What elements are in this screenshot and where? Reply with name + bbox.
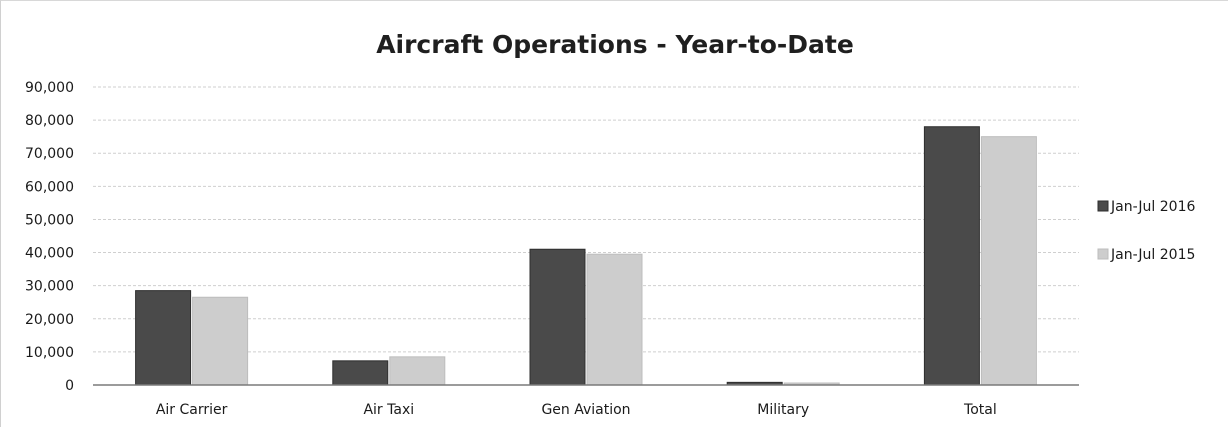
y-tick-label: 60,000 bbox=[25, 179, 74, 195]
x-category-label: Air Carrier bbox=[156, 402, 228, 418]
y-tick-label: 80,000 bbox=[25, 113, 74, 129]
legend-swatch bbox=[1097, 200, 1109, 212]
y-tick-label: 0 bbox=[65, 378, 74, 394]
bar-jan-jul-2016-4 bbox=[923, 126, 980, 386]
y-tick-label: 30,000 bbox=[25, 279, 74, 295]
y-tick-label: 90,000 bbox=[25, 80, 74, 96]
bar-jan-jul-2016-1 bbox=[332, 360, 389, 386]
y-tick-label: 40,000 bbox=[25, 246, 74, 262]
legend-swatch bbox=[1097, 248, 1109, 260]
legend-label: Jan-Jul 2015 bbox=[1110, 247, 1195, 263]
bar-jan-jul-2015-0 bbox=[192, 296, 249, 386]
bar-jan-jul-2015-2 bbox=[586, 253, 643, 386]
bar-jan-jul-2015-1 bbox=[389, 356, 446, 386]
legend: Jan-Jul 2016 Jan-Jul 2015 bbox=[1097, 199, 1195, 263]
y-axis-ticks: 0 10,000 20,000 30,000 40,000 50,000 60,000 70,… bbox=[25, 80, 74, 394]
bar-jan-jul-2015-4 bbox=[980, 136, 1037, 386]
bar-jan-jul-2016-0 bbox=[135, 290, 192, 386]
legend-label: Jan-Jul 2016 bbox=[1110, 199, 1195, 215]
y-tick-label: 20,000 bbox=[25, 312, 74, 328]
x-category-label: Military bbox=[757, 402, 809, 418]
y-tick-label: 10,000 bbox=[25, 345, 74, 361]
x-category-label: Air Taxi bbox=[363, 402, 414, 418]
bars bbox=[135, 126, 1037, 386]
y-tick-label: 50,000 bbox=[25, 212, 74, 228]
x-category-label: Gen Aviation bbox=[541, 402, 630, 418]
y-tick-label: 70,000 bbox=[25, 146, 74, 162]
grid-lines bbox=[93, 86, 1079, 353]
x-category-label: Total bbox=[963, 402, 997, 418]
bar-jan-jul-2016-2 bbox=[529, 248, 586, 386]
chart-title: Aircraft Operations - Year-to-Date bbox=[376, 30, 854, 59]
x-axis-categories: Air Carrier Air Taxi Gen Aviation Military T… bbox=[156, 402, 997, 418]
